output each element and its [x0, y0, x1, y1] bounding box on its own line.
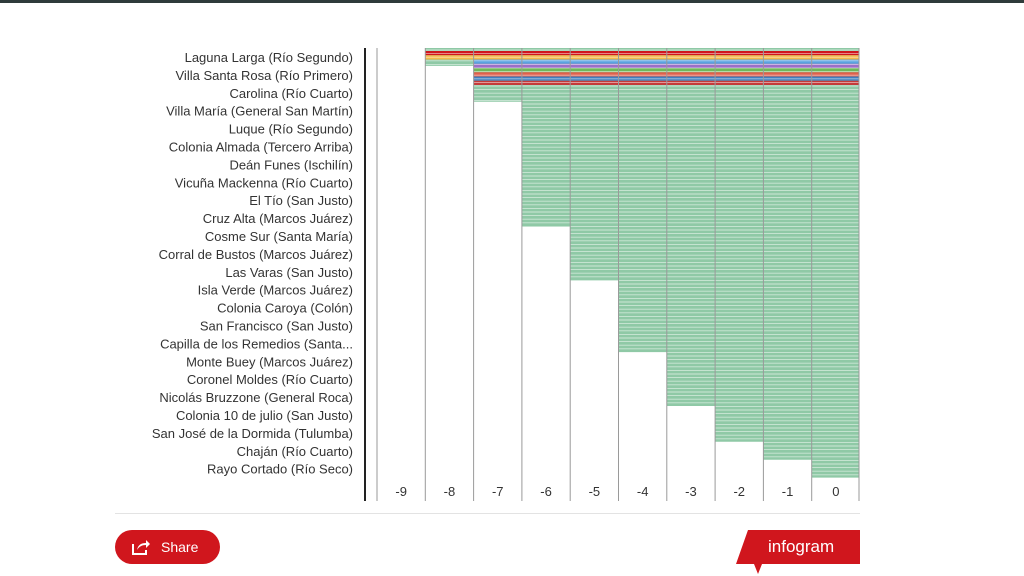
category-label: Villa Santa Rosa (Río Primero) — [176, 68, 354, 83]
top-border — [0, 0, 1024, 3]
category-label: Rayo Cortado (Río Seco) — [207, 462, 353, 477]
share-button[interactable]: Share — [115, 530, 220, 564]
category-label: Corral de Bustos (Marcos Juárez) — [159, 247, 353, 262]
category-label: Coronel Moldes (Río Cuarto) — [187, 372, 353, 387]
category-label: Colonia Caroya (Colón) — [217, 301, 353, 316]
x-tick-label: -6 — [540, 484, 552, 499]
x-tick-label: -2 — [733, 484, 745, 499]
category-label: Deán Funes (Ischilín) — [229, 157, 353, 172]
category-label: Luque (Río Segundo) — [229, 122, 353, 137]
category-label: Villa María (General San Martín) — [166, 104, 353, 119]
category-label: Las Varas (San Justo) — [225, 265, 353, 280]
category-label: Colonia Almada (Tercero Arriba) — [169, 139, 353, 154]
category-label: Vicuña Mackenna (Río Cuarto) — [175, 175, 353, 190]
x-tick-label: -4 — [637, 484, 649, 499]
category-label: Laguna Larga (Río Segundo) — [185, 50, 353, 65]
category-label: Nicolás Bruzzone (General Roca) — [159, 390, 353, 405]
category-label: Colonia 10 de julio (San Justo) — [176, 408, 353, 423]
x-tick-label: -3 — [685, 484, 697, 499]
x-tick-label: 0 — [832, 484, 839, 499]
category-label: San Francisco (San Justo) — [200, 318, 353, 333]
share-icon — [132, 540, 150, 555]
x-tick-label: -1 — [782, 484, 794, 499]
infogram-brand-label: infogram — [768, 537, 835, 556]
category-label: Monte Buey (Marcos Juárez) — [186, 354, 353, 369]
category-label: Carolina (Río Cuarto) — [229, 86, 353, 101]
x-tick-label: -9 — [395, 484, 407, 499]
category-label: El Tío (San Justo) — [249, 193, 353, 208]
category-label: Chaján (Río Cuarto) — [237, 444, 353, 459]
x-tick-label: -7 — [492, 484, 504, 499]
category-label: Isla Verde (Marcos Juárez) — [198, 283, 353, 298]
category-label: Cosme Sur (Santa María) — [205, 229, 353, 244]
infogram-logo[interactable] — [736, 528, 860, 576]
category-label: San José de la Dormida (Tulumba) — [152, 426, 353, 441]
x-tick-label: -8 — [444, 484, 456, 499]
footer-divider — [115, 513, 860, 514]
category-label: Capilla de los Remedios (Santa... — [160, 336, 353, 351]
series-band — [425, 51, 859, 56]
share-label: Share — [161, 539, 199, 555]
x-tick-label: -5 — [589, 484, 601, 499]
category-label: Cruz Alta (Marcos Juárez) — [203, 211, 353, 226]
